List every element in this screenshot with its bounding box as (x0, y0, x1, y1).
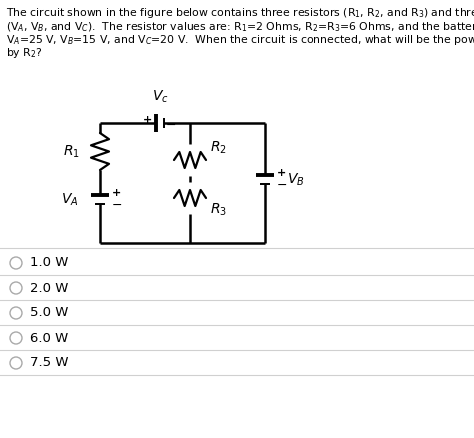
Text: 5.0 W: 5.0 W (30, 307, 68, 319)
Text: $R_2$: $R_2$ (210, 140, 227, 156)
Text: −: − (112, 198, 122, 212)
Text: +: + (112, 188, 121, 198)
Text: The circuit shown in the figure below contains three resistors (R$_1$, R$_2$, an: The circuit shown in the figure below co… (6, 6, 474, 20)
Text: +: + (277, 168, 286, 178)
Text: by R$_2$?: by R$_2$? (6, 46, 43, 60)
Text: $R_1$: $R_1$ (63, 143, 80, 160)
Text: $V_c$: $V_c$ (152, 88, 168, 105)
Text: 2.0 W: 2.0 W (30, 282, 68, 294)
Text: V$_A$=25 V, V$_B$=15 V, and V$_C$=20 V.  When the circuit is connected, what wil: V$_A$=25 V, V$_B$=15 V, and V$_C$=20 V. … (6, 33, 474, 47)
Text: 6.0 W: 6.0 W (30, 332, 68, 345)
Text: (V$_A$, V$_B$, and V$_C$).  The resistor values are: R$_1$=2 Ohms, R$_2$=R$_3$=6: (V$_A$, V$_B$, and V$_C$). The resistor … (6, 20, 474, 33)
Text: $R_3$: $R_3$ (210, 202, 227, 218)
Text: 7.5 W: 7.5 W (30, 357, 69, 370)
Text: +: + (143, 115, 153, 125)
Text: 1.0 W: 1.0 W (30, 257, 68, 269)
Text: $V_B$: $V_B$ (287, 172, 305, 188)
Text: $V_A$: $V_A$ (61, 192, 78, 208)
Text: −: − (166, 119, 176, 131)
Text: −: − (277, 179, 288, 191)
